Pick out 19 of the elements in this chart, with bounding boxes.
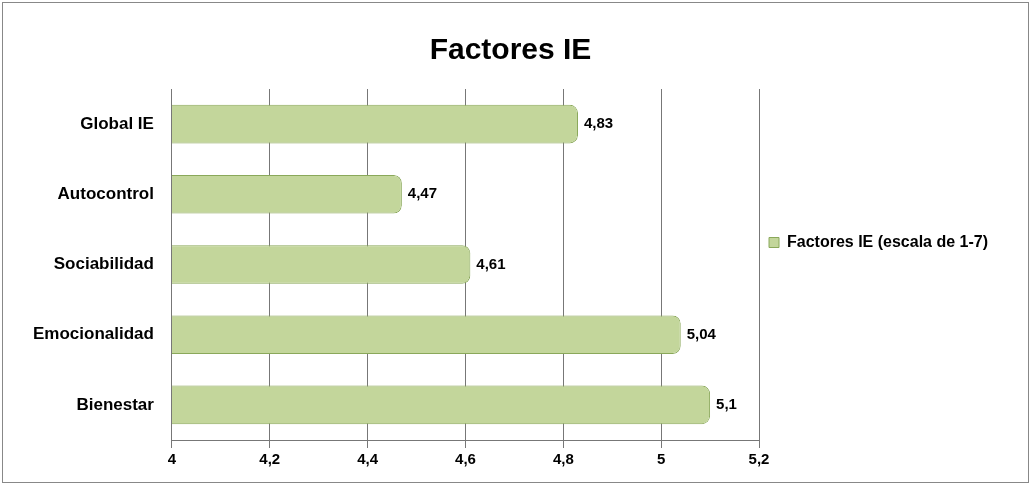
x-tick-label: 4 bbox=[167, 450, 177, 468]
x-tick-label: 5 bbox=[656, 450, 666, 468]
x-tick-label: 4,4 bbox=[357, 450, 379, 468]
chart-title: Factores IE bbox=[429, 32, 592, 66]
x-tick-label: 5,2 bbox=[748, 450, 770, 468]
y-tick-label: Global IE bbox=[80, 113, 154, 133]
data-label: 4,83 bbox=[583, 114, 614, 132]
x-tick-label: 4,8 bbox=[552, 450, 574, 468]
y-tick-label: Autocontrol bbox=[57, 183, 154, 203]
y-tick-label: Emocionalidad bbox=[32, 324, 154, 344]
legend-label: Factores IE (escala de 1-7) bbox=[787, 232, 988, 250]
y-tick-label: Sociabilidad bbox=[53, 254, 154, 274]
y-tick-label: Bienestar bbox=[76, 394, 155, 414]
data-label: 4,61 bbox=[476, 254, 506, 272]
data-label: 5,1 bbox=[716, 395, 737, 413]
data-label: 5,04 bbox=[686, 324, 717, 342]
data-label: 4,47 bbox=[407, 184, 438, 202]
x-tick-label: 4,6 bbox=[455, 450, 476, 468]
x-tick-label: 4,2 bbox=[259, 450, 281, 468]
